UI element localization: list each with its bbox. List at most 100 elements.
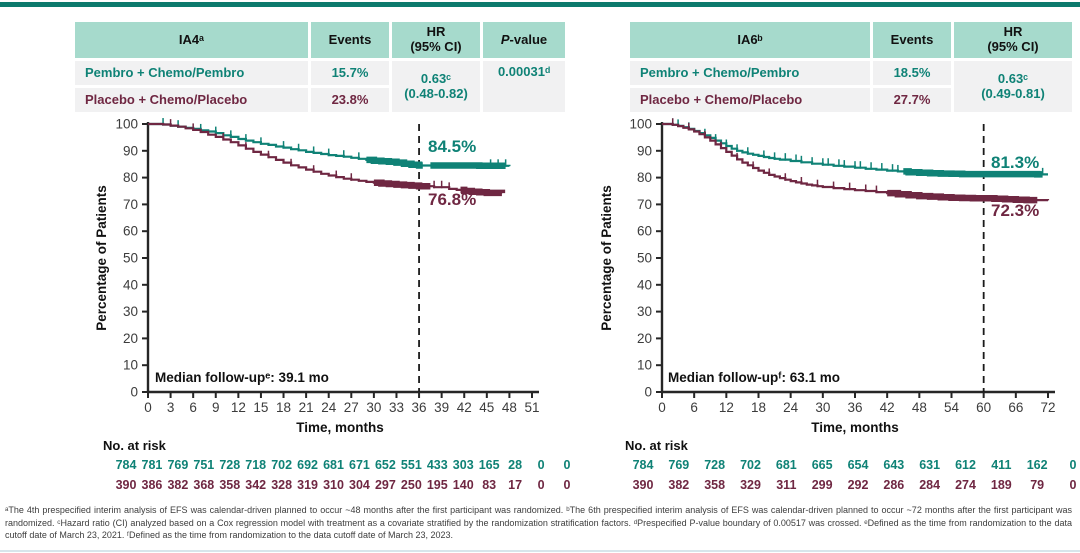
ia6-row-pembro-events: 18.5% <box>873 61 951 85</box>
svg-text:42: 42 <box>880 400 895 415</box>
svg-text:27: 27 <box>344 400 359 415</box>
svg-text:39: 39 <box>434 400 449 415</box>
svg-text:90: 90 <box>637 143 652 158</box>
censor-band <box>887 189 1038 204</box>
at-risk-count: 631 <box>919 458 940 472</box>
svg-text:30: 30 <box>637 304 652 319</box>
at-risk-count: 665 <box>812 458 833 472</box>
footnote-text: ᵃThe 4th prespecified interim analysis o… <box>5 505 1072 540</box>
ia4-row-placebo-events: 23.8% <box>311 88 389 112</box>
at-risk-count: 284 <box>919 478 940 492</box>
ia6-hr-header: HR (95% CI) <box>954 22 1072 58</box>
at-risk-count: 643 <box>883 458 904 472</box>
ia4-hr-header: HR (95% CI) <box>392 22 480 58</box>
at-risk-count: 411 <box>991 458 1011 472</box>
ia6-events-header: Events <box>873 22 951 58</box>
km-series-pembro <box>148 118 511 170</box>
at-risk-count: 681 <box>776 458 797 472</box>
at-risk-count: 390 <box>116 478 137 492</box>
at-risk-count: 274 <box>955 478 976 492</box>
at-risk-count: 319 <box>297 478 318 492</box>
at-risk-count: 165 <box>479 458 500 472</box>
svg-text:10: 10 <box>123 358 138 373</box>
svg-text:24: 24 <box>783 400 799 415</box>
at-risk-count: 0 <box>564 478 571 492</box>
svg-text:18: 18 <box>751 400 766 415</box>
svg-text:12: 12 <box>719 400 734 415</box>
svg-text:45: 45 <box>479 400 494 415</box>
median-followup-label: Median follow-upᵉ: 39.1 mo <box>155 370 329 385</box>
ia6-row-placebo-name: Placebo + Chemo/Placebo <box>630 88 870 112</box>
svg-text:48: 48 <box>912 400 927 415</box>
svg-text:36: 36 <box>412 400 427 415</box>
ia6-summary-table: IA6ᵇ Events HR (95% CI) Pembro + Chemo/P… <box>630 22 1075 112</box>
at-risk-count: 681 <box>323 458 344 472</box>
censor-band <box>903 168 1043 178</box>
axes <box>142 122 539 398</box>
at-risk-count: 303 <box>453 458 474 472</box>
svg-text:36: 36 <box>847 400 862 415</box>
at-risk-count: 0 <box>538 458 545 472</box>
hr-value-line1: 0.63ᶜ <box>420 70 452 86</box>
svg-text:30: 30 <box>123 304 138 319</box>
km-chart-ia4: 0 3 6 9 12 15 18 21 24 27 30 33 36 39 42 45 48 5101020304… <box>94 117 571 493</box>
rate-label: 81.3% <box>991 153 1039 172</box>
rate-label: 76.8% <box>428 190 476 209</box>
censor-band <box>366 156 423 169</box>
svg-text:33: 33 <box>389 400 404 415</box>
hr-value-line2: (0.49-0.81) <box>981 85 1045 101</box>
svg-text:21: 21 <box>299 400 314 415</box>
at-risk-count: 433 <box>427 458 448 472</box>
ia6-row-pembro-name: Pembro + Chemo/Pembro <box>630 61 870 85</box>
bottom-accent-rule <box>0 550 1080 552</box>
ia6-table-title: IA6ᵇ <box>630 22 870 58</box>
km-series-placebo <box>148 119 506 197</box>
tick-labels: 0 6 12 18 24 30 36 42 48 54 60 66 72 0 10 20 30 40 50 60 70 8… <box>629 117 1055 416</box>
at-risk-count: 728 <box>219 458 240 472</box>
svg-text:0: 0 <box>644 385 652 400</box>
at-risk-count: 17 <box>508 478 522 492</box>
ia4-pvalue: 0.00031ᵈ <box>483 61 565 112</box>
svg-text:50: 50 <box>637 251 652 266</box>
ia4-summary-table: IA4ᵃ Events HR (95% CI) P -value Pembro +… <box>75 22 565 112</box>
at-risk-count: 784 <box>116 458 137 472</box>
at-risk-count: 358 <box>704 478 725 492</box>
at-risk-count: 382 <box>668 478 689 492</box>
svg-text:51: 51 <box>524 400 539 415</box>
svg-text:30: 30 <box>815 400 830 415</box>
svg-text:66: 66 <box>1008 400 1023 415</box>
at-risk-count: 368 <box>193 478 214 492</box>
hr-value-line1: 0.63ᶜ <box>997 70 1029 86</box>
at-risk-count: 671 <box>349 458 370 472</box>
at-risk-count: 692 <box>297 458 318 472</box>
ia4-table-title: IA4ᵃ <box>75 22 308 58</box>
hr-header-line1: HR <box>426 24 446 40</box>
svg-text:6: 6 <box>189 400 197 415</box>
svg-text:20: 20 <box>637 331 652 346</box>
km-series-placebo <box>662 118 1050 204</box>
at-risk-count: 769 <box>668 458 689 472</box>
top-accent-rule <box>0 2 1080 7</box>
at-risk-count: 654 <box>848 458 869 472</box>
at-risk-count: 342 <box>245 478 266 492</box>
hr-header-line2: (95% CI) <box>410 39 462 54</box>
at-risk-count: 79 <box>1030 478 1044 492</box>
svg-text:24: 24 <box>321 400 337 415</box>
at-risk-count: 297 <box>375 478 396 492</box>
at-risk-count: 702 <box>740 458 761 472</box>
at-risk-count: 702 <box>271 458 292 472</box>
at-risk-count: 292 <box>848 478 869 492</box>
at-risk-count: 781 <box>142 458 163 472</box>
ia4-row-placebo-name: Placebo + Chemo/Placebo <box>75 88 308 112</box>
at-risk-count: 390 <box>633 478 654 492</box>
pvalue-header-italic: P <box>500 31 510 47</box>
at-risk-count: 140 <box>453 478 474 492</box>
at-risk-count: 189 <box>991 478 1012 492</box>
ia4-pvalue-header: P -value <box>483 22 565 58</box>
svg-text:100: 100 <box>115 117 138 132</box>
svg-text:48: 48 <box>502 400 517 415</box>
at-risk-count: 0 <box>564 458 571 472</box>
rate-label: 84.5% <box>428 137 476 156</box>
at-risk-count: 83 <box>482 478 496 492</box>
